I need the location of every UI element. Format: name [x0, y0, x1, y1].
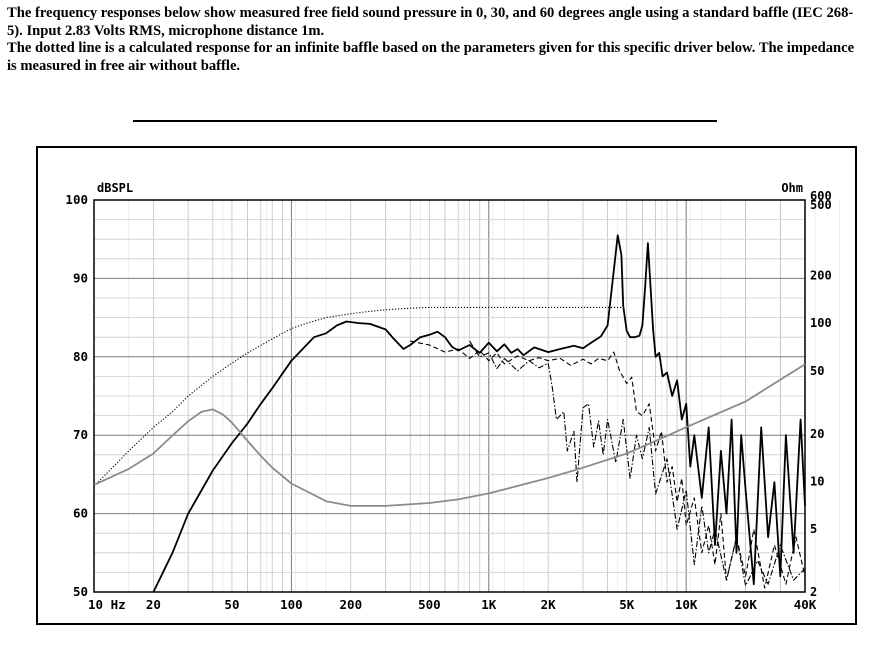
x-tick-label: 10 Hz	[88, 597, 126, 612]
series-impedance	[93, 363, 806, 507]
series-spl-0deg	[152, 234, 806, 593]
series-spl-30deg	[410, 340, 806, 589]
x-tick-label: 1K	[481, 597, 497, 612]
x-tick-label: 20	[146, 597, 161, 612]
y2-tick-label: 100	[810, 316, 832, 330]
chart-svg: 10 Hz 20 50 100 200 500 1K 2K 5K 10K 20K 40K 100 90 80…	[65, 181, 841, 612]
x-tick-label: 5K	[619, 597, 635, 612]
x-tick-label: 500	[418, 597, 441, 612]
x-tick-label: 2K	[541, 597, 557, 612]
series-spl-infinite-baffle	[93, 306, 624, 487]
y-tick-label: 100	[65, 192, 88, 207]
series-spl-60deg	[469, 340, 806, 587]
frequency-response-chart: 10 Hz 20 50 100 200 500 1K 2K 5K 10K 20K 40K 100 90 80…	[36, 146, 857, 625]
x-tick-label: 40K	[794, 597, 817, 612]
x-tick-label: 10K	[675, 597, 698, 612]
y2-tick-label: 10	[810, 474, 824, 488]
y2-tick-label: 500	[810, 198, 832, 212]
x-tick-label: 50	[224, 597, 239, 612]
y2-tick-label: 50	[810, 364, 824, 378]
y-tick-label: 70	[73, 427, 88, 442]
intro-paragraph-2: The dotted line is a calculated response…	[7, 40, 855, 74]
x-tick-label: 100	[280, 597, 303, 612]
y2-tick-label: 5	[810, 522, 817, 536]
y2-tick-label: 2	[810, 585, 817, 599]
y2-tick-label: 200	[810, 269, 832, 283]
y-tick-label: 60	[73, 506, 88, 521]
y-tick-label: 50	[73, 584, 88, 599]
x-tick-label: 20K	[734, 597, 757, 612]
intro-paragraph-1: The frequency responses below show measu…	[7, 5, 854, 39]
grid	[93, 199, 841, 593]
horizontal-rule	[133, 120, 717, 122]
plot-border	[93, 199, 806, 593]
y2-tick-label: 600	[810, 189, 832, 203]
x-tick-label: 200	[340, 597, 363, 612]
y2-axis-label: Ohm	[781, 181, 803, 195]
intro-text: The frequency responses below show measu…	[7, 5, 867, 75]
y-axis-label: dBSPL	[97, 181, 133, 195]
y-tick-label: 90	[73, 270, 88, 285]
tick-labels: 10 Hz 20 50 100 200 500 1K 2K 5K 10K 20K 40K 100 90 80…	[65, 181, 831, 612]
axes	[93, 199, 806, 593]
y2-tick-label: 20	[810, 427, 824, 441]
y-tick-label: 80	[73, 349, 88, 364]
series-group	[93, 234, 806, 593]
